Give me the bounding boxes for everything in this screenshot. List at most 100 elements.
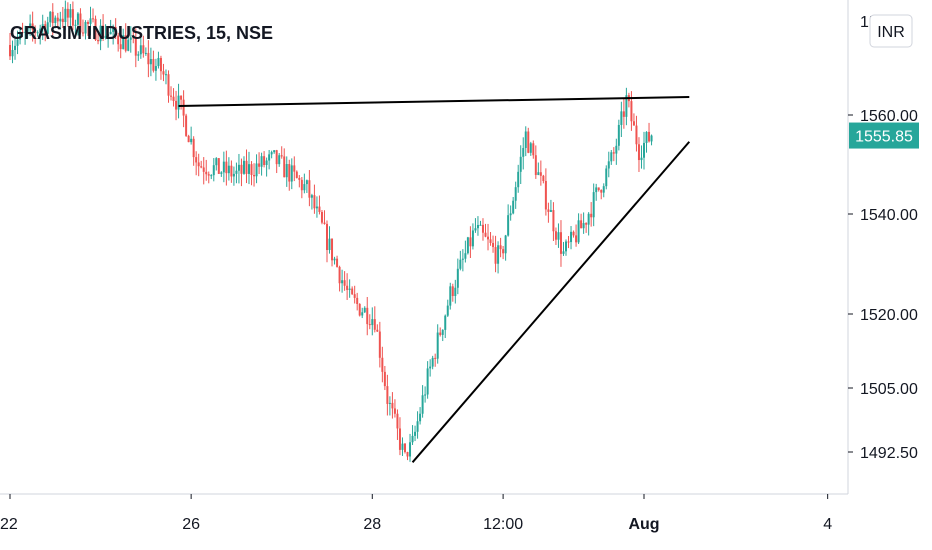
candle-body (205, 171, 208, 175)
candle-body (393, 408, 396, 414)
candle (459, 250, 462, 271)
candle (376, 324, 379, 332)
candle (567, 236, 570, 249)
time-tick-label: 22 (0, 516, 18, 533)
candle-body (565, 241, 568, 252)
candle (527, 127, 530, 154)
trendline-support[interactable] (411, 141, 691, 463)
candle (622, 98, 625, 129)
candle (451, 283, 454, 302)
candle-body (142, 45, 145, 54)
candle (597, 187, 600, 192)
candle (190, 126, 193, 145)
candle-body (514, 187, 517, 201)
candle (235, 162, 238, 184)
candle (258, 152, 261, 175)
candle (499, 237, 502, 258)
candle (255, 154, 258, 184)
candle-body (411, 435, 414, 443)
candle (381, 346, 384, 383)
candle-body (122, 35, 125, 50)
candle (554, 227, 557, 245)
candle-body (648, 131, 651, 142)
trendline-resistance[interactable] (178, 96, 690, 107)
candle (154, 58, 157, 81)
candle-body (630, 101, 633, 122)
candle-body (509, 213, 512, 216)
candle (532, 140, 535, 159)
candle (318, 195, 321, 215)
candle (341, 269, 344, 293)
candle-body (363, 307, 366, 313)
candle-body (559, 232, 562, 254)
candle (512, 197, 515, 215)
candle (132, 27, 135, 44)
candle-body (582, 223, 585, 229)
candle (635, 115, 638, 152)
candle-body (298, 177, 301, 180)
candle (650, 134, 653, 146)
candle-body (341, 280, 344, 284)
candle (632, 113, 635, 126)
candle (489, 231, 492, 246)
candle-body (215, 158, 218, 166)
candle-body (615, 145, 618, 154)
candle-body (426, 368, 429, 395)
price-tick-label: 1492.50 (860, 445, 918, 462)
candle (217, 158, 220, 174)
candle-body (207, 174, 210, 176)
candle (285, 156, 288, 187)
candle-body (129, 37, 132, 40)
candle (24, 25, 27, 45)
candle (152, 50, 155, 73)
candle-body (607, 161, 610, 169)
currency-badge[interactable]: INR (869, 14, 913, 48)
candle-body (537, 172, 540, 175)
candle (107, 34, 110, 48)
candle (300, 177, 303, 199)
candle (446, 299, 449, 317)
candle (607, 151, 610, 178)
candle-body (416, 421, 419, 432)
candle (104, 24, 107, 40)
candle-body (187, 135, 190, 143)
candle (409, 433, 412, 462)
candle (31, 11, 34, 42)
candle (74, 19, 77, 36)
price-tick-label: 1540.00 (860, 207, 918, 224)
candle (326, 220, 328, 263)
candle (94, 15, 97, 42)
candle (637, 137, 640, 172)
candle (162, 63, 165, 82)
candle-body (368, 324, 371, 326)
candle-body (585, 223, 588, 225)
candle (366, 296, 369, 336)
candle (471, 223, 474, 250)
candle (172, 88, 175, 107)
candle-body (323, 222, 326, 224)
candle (461, 249, 464, 272)
candle (524, 126, 527, 157)
candle-body (632, 121, 635, 126)
candle (167, 70, 170, 103)
candle-body (544, 180, 547, 210)
candle-body (250, 164, 253, 175)
candle (253, 163, 256, 187)
candle (421, 385, 424, 418)
candle-body (54, 17, 57, 24)
candle-body (595, 187, 598, 193)
candle (283, 148, 286, 178)
candle-body (605, 168, 608, 187)
candle (265, 157, 268, 177)
candle-body (512, 200, 515, 214)
candle-body (527, 131, 530, 153)
candle-body (66, 8, 69, 18)
candle-body (19, 31, 22, 40)
candle (288, 159, 291, 191)
candle-body (283, 156, 286, 178)
candle (396, 409, 399, 440)
last-price-tag (849, 122, 919, 149)
candle (215, 157, 218, 171)
candle-body (285, 164, 288, 178)
candle-body (471, 230, 474, 247)
